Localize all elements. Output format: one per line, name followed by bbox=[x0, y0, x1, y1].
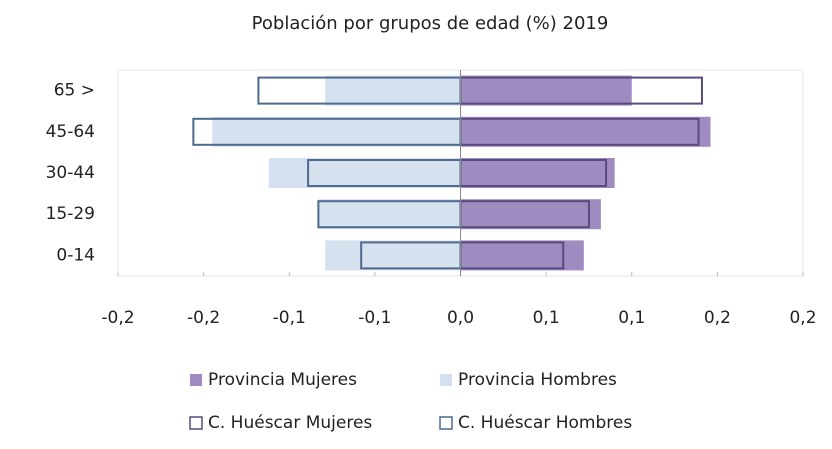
x-tick-label: -0,1 bbox=[273, 308, 306, 328]
bar bbox=[318, 199, 461, 230]
bar bbox=[460, 116, 711, 147]
legend-label: C. Huéscar Mujeres bbox=[208, 413, 372, 433]
bar bbox=[460, 240, 584, 271]
x-tick-label: 0,1 bbox=[618, 308, 645, 328]
bar bbox=[325, 240, 461, 271]
x-tick-label: -0,2 bbox=[187, 308, 220, 328]
category-label: 0-14 bbox=[56, 245, 95, 265]
legend-swatch bbox=[439, 416, 453, 430]
x-tick-label: -0,2 bbox=[101, 308, 134, 328]
legend-swatch bbox=[440, 374, 452, 386]
legend-label: Provincia Mujeres bbox=[208, 370, 357, 390]
x-tick-label: -0,1 bbox=[358, 308, 391, 328]
legend-swatch bbox=[190, 374, 202, 386]
bar bbox=[212, 116, 461, 147]
x-tick-label: 0,2 bbox=[704, 308, 731, 328]
bar bbox=[325, 75, 461, 106]
bar bbox=[268, 158, 461, 188]
x-tick-label: 0,0 bbox=[447, 308, 474, 328]
category-label: 45-64 bbox=[46, 122, 95, 142]
legend-label: C. Huéscar Hombres bbox=[458, 413, 632, 433]
chart-title: Población por grupos de edad (%) 2019 bbox=[252, 13, 609, 34]
category-label: 15-29 bbox=[46, 204, 95, 224]
category-label: 65 > bbox=[54, 81, 95, 101]
bar bbox=[460, 75, 632, 106]
bar bbox=[460, 199, 601, 230]
x-tick-label: 0,2 bbox=[789, 308, 816, 328]
legend-swatch bbox=[189, 416, 203, 430]
x-tick-label: 0,1 bbox=[533, 308, 560, 328]
category-label: 30-44 bbox=[46, 163, 95, 183]
legend-label: Provincia Hombres bbox=[458, 370, 617, 390]
bar bbox=[460, 158, 615, 188]
